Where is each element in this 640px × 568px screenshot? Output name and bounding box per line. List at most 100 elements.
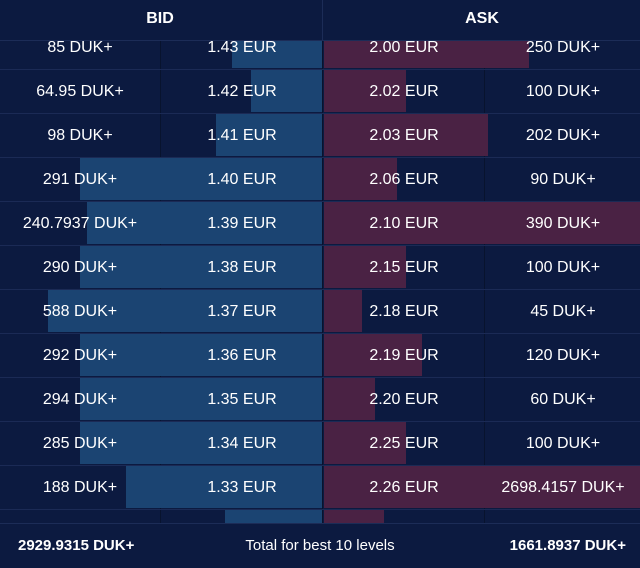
bid-depth-bar [87,202,322,244]
bid-quantity: 240.7937 DUK+ [22,215,138,232]
bid-depth-bar [225,510,322,523]
bid-depth-bar [80,246,322,288]
ask-depth-bar [324,70,406,112]
bid-depth-bar [48,290,322,332]
ask-depth-bar [324,510,384,523]
bid-price: 1.43 EUR [207,41,277,56]
bid-depth-bar [80,422,322,464]
row-divider [0,245,640,246]
ask-price: 2.25 EUR [369,435,439,452]
ask-column-header: ASK [465,10,499,27]
bid-price: 1.41 EUR [207,127,277,144]
bid-quantity: 292 DUK+ [42,347,118,364]
order-book-row[interactable]: 290 DUK+ 1.38 EUR 2.15 EUR 100 DUK+ [0,246,640,290]
bid-price: 1.39 EUR [207,215,277,232]
order-book-row[interactable]: 588 DUK+ 1.37 EUR 2.18 EUR 45 DUK+ [0,290,640,334]
row-divider [0,465,640,466]
order-book-row[interactable]: 291 DUK+ 1.40 EUR 2.06 EUR 90 DUK+ [0,158,640,202]
order-book[interactable]: 85 DUK+ 1.43 EUR 2.00 EUR 250 DUK+ 64.95 DUK… [0,41,640,523]
bid-price: 1.36 EUR [207,347,277,364]
ask-depth-bar [324,246,406,288]
ask-quantity: 100 DUK+ [525,435,601,452]
bid-depth-bar [126,466,322,508]
bid-price: 1.38 EUR [207,259,277,276]
ask-price: 2.26 EUR [369,479,439,496]
bid-total: 2929.9315 DUK+ [18,537,135,554]
ask-depth-bar [324,466,640,508]
bid-price: 1.37 EUR [207,303,277,320]
ask-price: 2.15 EUR [369,259,439,276]
ask-price: 2.02 EUR [369,83,439,100]
totals-label: Total for best 10 levels [245,537,395,554]
row-divider [0,377,640,378]
bid-depth-bar [251,70,322,112]
bid-price: 1.34 EUR [207,435,277,452]
bid-quantity: 188 DUK+ [42,479,118,496]
ask-quantity: 250 DUK+ [525,41,601,56]
order-book-row[interactable]: 85 DUK+ 1.43 EUR 2.00 EUR 250 DUK+ [0,41,640,70]
ask-depth-bar [324,41,529,68]
bid-depth-bar [80,378,322,420]
column-divider [322,41,323,523]
ask-quantity: 120 DUK+ [525,347,601,364]
order-book-row[interactable]: 294 DUK+ 1.35 EUR 2.20 EUR 60 DUK+ [0,378,640,422]
bid-column-header: BID [146,10,174,27]
bid-price: 1.33 EUR [207,479,277,496]
header-divider [322,0,323,40]
ask-price: 2.18 EUR [369,303,439,320]
ask-quantity: 100 DUK+ [525,83,601,100]
row-divider [0,289,640,290]
ask-quantity: 2698.4157 DUK+ [501,479,625,496]
bid-quantity: 85 DUK+ [47,41,113,56]
ask-quantity: 90 DUK+ [530,171,596,188]
order-book-row[interactable]: 292 DUK+ 1.36 EUR 2.19 EUR 120 DUK+ [0,334,640,378]
ask-depth-bar [324,378,375,420]
column-divider [484,41,485,523]
order-book-row[interactable]: 64.95 DUK+ 1.42 EUR 2.02 EUR 100 DUK+ [0,70,640,114]
bid-quantity: 290 DUK+ [42,259,118,276]
ask-depth-bar [324,114,488,156]
row-divider [0,333,640,334]
bid-quantity: 294 DUK+ [42,391,118,408]
ask-total: 1661.8937 DUK+ [509,537,626,554]
order-book-row[interactable]: 98 DUK+ 1.41 EUR 2.03 EUR 202 DUK+ [0,114,640,158]
row-divider [0,201,640,202]
ask-price [324,510,484,523]
ask-price: 2.20 EUR [369,391,439,408]
bid-price [162,510,322,523]
row-divider [0,509,640,510]
bid-depth-bar [80,334,322,376]
order-book-row[interactable] [0,510,640,523]
row-divider [0,69,640,70]
order-book-header: BID ASK [0,0,640,41]
ask-quantity: 60 DUK+ [530,391,596,408]
bid-quantity: 291 DUK+ [42,171,118,188]
row-divider [0,157,640,158]
ask-depth-bar [324,202,640,244]
totals-footer: 2929.9315 DUK+ Total for best 10 levels … [0,523,640,564]
ask-price: 2.00 EUR [369,41,439,56]
bid-depth-bar [80,158,322,200]
ask-quantity [486,510,640,523]
ask-price: 2.06 EUR [369,171,439,188]
ask-quantity: 45 DUK+ [530,303,596,320]
row-divider [0,421,640,422]
ask-depth-bar [324,422,406,464]
ask-depth-bar [324,334,422,376]
ask-quantity: 202 DUK+ [525,127,601,144]
bid-quantity: 98 DUK+ [47,127,113,144]
ask-depth-bar [324,158,397,200]
order-book-row[interactable]: 240.7937 DUK+ 1.39 EUR 2.10 EUR 390 DUK+ [0,202,640,246]
ask-quantity: 100 DUK+ [525,259,601,276]
bid-price: 1.42 EUR [207,83,277,100]
ask-quantity: 390 DUK+ [525,215,601,232]
order-book-row[interactable]: 188 DUK+ 1.33 EUR 2.26 EUR 2698.4157 DUK+ [0,466,640,510]
bid-quantity [0,510,160,523]
order-book-row[interactable]: 285 DUK+ 1.34 EUR 2.25 EUR 100 DUK+ [0,422,640,466]
bid-price: 1.40 EUR [207,171,277,188]
ask-depth-bar [324,290,362,332]
bid-price: 1.35 EUR [207,391,277,408]
bid-quantity: 588 DUK+ [42,303,118,320]
bid-depth-bar [216,114,322,156]
bid-quantity: 285 DUK+ [42,435,118,452]
